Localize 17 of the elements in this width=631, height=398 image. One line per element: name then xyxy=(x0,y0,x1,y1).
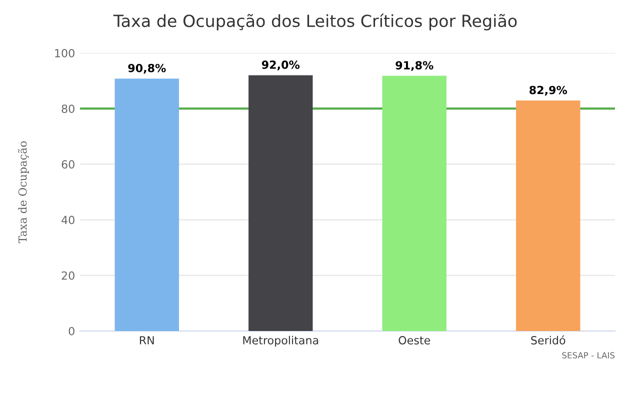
data-label: 92,0% xyxy=(262,60,300,70)
x-tick-label: Seridó xyxy=(531,335,566,344)
x-tick-label: Oeste xyxy=(398,336,430,344)
y-tick-label: 40 xyxy=(62,216,74,224)
x-tick-label: Metropolitana xyxy=(243,336,318,347)
chart-title: Taxa de Ocupação dos Leitos Críticos por Região xyxy=(113,14,517,30)
y-axis-title: Taxa de Ocupação xyxy=(18,141,29,244)
text: SESAP - LAIS xyxy=(562,352,615,358)
data-label: 90,8% xyxy=(128,64,166,74)
y-tick-label: 100 xyxy=(55,48,74,58)
data-label: 91,8% xyxy=(396,61,434,71)
data-label: 82,9% xyxy=(530,86,568,96)
y-tick-label: 20 xyxy=(62,271,74,280)
y-tick-label: 0 xyxy=(68,326,74,336)
x-tick-label: RN xyxy=(140,336,154,344)
y-tick-label: 80 xyxy=(62,104,74,113)
y-tick-label: 60 xyxy=(62,160,74,169)
